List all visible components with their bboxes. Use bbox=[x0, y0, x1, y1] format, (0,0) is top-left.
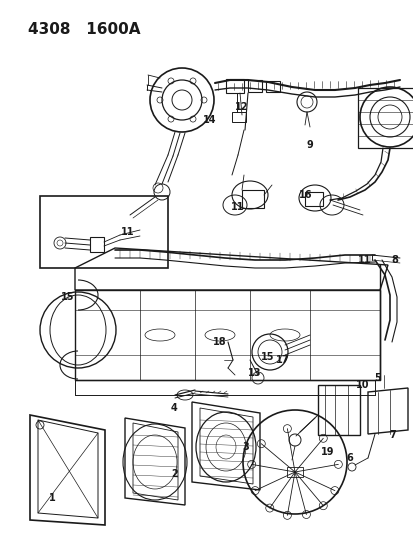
Bar bbox=[266, 81, 279, 92]
Bar bbox=[304, 192, 322, 206]
Text: 18: 18 bbox=[213, 337, 226, 347]
Text: 10: 10 bbox=[356, 380, 369, 390]
Bar bbox=[317, 385, 359, 435]
Text: 9: 9 bbox=[306, 140, 313, 150]
Text: 2: 2 bbox=[171, 469, 178, 479]
Text: 14: 14 bbox=[203, 115, 216, 125]
Text: 12: 12 bbox=[235, 102, 248, 112]
Text: 17: 17 bbox=[275, 355, 289, 365]
Bar bbox=[286, 467, 302, 477]
Bar bbox=[231, 112, 245, 122]
Bar bbox=[40, 196, 168, 268]
Text: 4308   1600A: 4308 1600A bbox=[28, 22, 140, 37]
Text: 13: 13 bbox=[248, 368, 261, 378]
Bar bbox=[225, 79, 243, 93]
Text: 11: 11 bbox=[231, 202, 244, 212]
Bar bbox=[357, 88, 413, 148]
Bar bbox=[242, 190, 263, 208]
Text: 15: 15 bbox=[261, 352, 274, 362]
Text: 3: 3 bbox=[242, 442, 249, 452]
Text: 11: 11 bbox=[357, 255, 371, 265]
Text: 6: 6 bbox=[346, 453, 353, 463]
Bar bbox=[90, 237, 104, 252]
Text: 8: 8 bbox=[391, 255, 397, 265]
Text: 15: 15 bbox=[61, 292, 75, 302]
Text: 19: 19 bbox=[320, 447, 334, 457]
Text: 5: 5 bbox=[374, 373, 380, 383]
Text: 4: 4 bbox=[170, 403, 177, 413]
Text: 1: 1 bbox=[48, 493, 55, 503]
Bar bbox=[247, 80, 261, 92]
Text: 11: 11 bbox=[121, 227, 134, 237]
Text: 7: 7 bbox=[389, 430, 395, 440]
Text: 16: 16 bbox=[299, 190, 312, 200]
